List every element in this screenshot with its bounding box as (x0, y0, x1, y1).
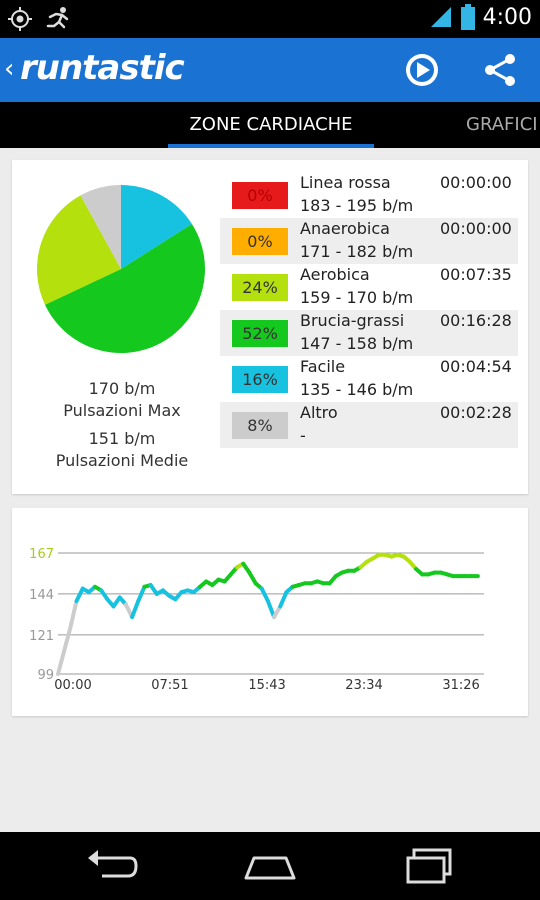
status-bar: 4:00 (0, 0, 540, 38)
tab-selected-indicator (168, 144, 374, 148)
zone-row-facile: 16% Facile 135 - 146 b/m 00:04:54 (220, 356, 518, 402)
tab-strip: ZONE CARDIACHE GRAFICI (0, 102, 540, 148)
zone-percent-chip: 8% (232, 412, 288, 439)
avg-heart-rate-value: 151 b/m (88, 429, 156, 448)
zone-percent-chip: 24% (232, 274, 288, 301)
zone-percent-chip: 16% (232, 366, 288, 393)
zone-percent-chip: 0% (232, 228, 288, 255)
x-tick-label: 15:43 (248, 678, 285, 693)
zones-pie-chart (36, 185, 205, 353)
tab-grafici[interactable]: GRAFICI (466, 114, 538, 135)
zone-percent-chip: 0% (232, 182, 288, 209)
y-tick-label: 167 (29, 547, 54, 562)
zone-time: 00:04:54 (440, 357, 512, 376)
zone-name: Altro (300, 403, 338, 422)
heart-rate-chart-card: 167 144 121 99 00:00 07:51 15:43 23:34 31:26 (12, 508, 528, 716)
heart-rate-segment (130, 599, 141, 620)
zones-card: 170 b/m Pulsazioni Max 151 b/m Pulsazion… (12, 160, 528, 494)
pie-slice-altro (80, 185, 121, 269)
x-tick-label: 00:00 (54, 678, 91, 693)
pie-slice-brucia-grassi (44, 223, 205, 353)
pie-slice-facile (121, 185, 192, 269)
action-bar: ‹ runtastic (0, 38, 540, 102)
heart-rate-segment (247, 570, 258, 586)
zone-name: Aerobica (300, 265, 370, 284)
zone-range: 183 - 195 b/m (300, 196, 414, 215)
zone-time: 00:07:35 (440, 265, 512, 284)
app-logo[interactable]: runtastic (20, 48, 185, 88)
signal-icon (430, 7, 451, 27)
tab-zone-cardiache[interactable]: ZONE CARDIACHE (189, 114, 353, 135)
heart-rate-segment (62, 625, 73, 653)
zone-range: 171 - 182 b/m (300, 242, 414, 261)
avg-heart-rate: 151 b/m Pulsazioni Medie (12, 428, 232, 472)
y-tick-label: 99 (37, 668, 54, 683)
zone-time: 00:00:00 (440, 173, 512, 192)
max-heart-rate: 170 b/m Pulsazioni Max (12, 378, 232, 422)
max-heart-rate-label: Pulsazioni Max (63, 401, 181, 420)
x-tick-label: 23:34 (345, 678, 382, 693)
zone-row-altro: 8% Altro - 00:02:28 (220, 402, 518, 448)
zone-name: Facile (300, 357, 346, 376)
zone-time: 00:16:28 (440, 311, 512, 330)
zone-row-brucia-grassi: 52% Brucia-grassi 147 - 158 b/m 00:16:28 (220, 310, 518, 356)
zone-name: Brucia-grassi (300, 311, 405, 330)
zone-row-aerobica: 24% Aerobica 159 - 170 b/m 00:07:35 (220, 264, 518, 310)
heart-rate-segment (259, 586, 270, 604)
zone-range: 147 - 158 b/m (300, 334, 414, 353)
heart-rate-segment (272, 604, 283, 620)
recent-apps-icon[interactable] (400, 846, 460, 886)
status-time: 4:00 (482, 4, 532, 30)
heart-rate-segment (136, 584, 147, 604)
play-icon[interactable] (402, 50, 442, 90)
navigation-bar (0, 832, 540, 900)
heart-rate-segment (68, 599, 79, 630)
avg-heart-rate-label: Pulsazioni Medie (55, 451, 189, 470)
back-chevron-icon[interactable]: ‹ (4, 54, 15, 84)
x-tick-label: 31:26 (442, 678, 479, 693)
runner-icon (46, 7, 69, 29)
max-heart-rate-value: 170 b/m (88, 379, 156, 398)
zone-row-anaerobica: 0% Anaerobica 171 - 182 b/m 00:00:00 (220, 218, 518, 264)
heart-rate-segment (278, 590, 289, 609)
zone-range: - (300, 426, 306, 445)
x-tick-label: 07:51 (151, 678, 188, 693)
y-tick-label: 144 (29, 588, 54, 603)
back-icon[interactable] (82, 846, 142, 886)
pie-slice-aerobica (36, 195, 121, 305)
zone-name: Anaerobica (300, 219, 390, 238)
heart-rate-segment (74, 586, 85, 604)
heart-rate-segment (56, 648, 67, 676)
zone-range: 159 - 170 b/m (300, 288, 414, 307)
gps-icon (8, 7, 32, 31)
y-tick-label: 121 (29, 629, 54, 644)
battery-icon (460, 4, 475, 30)
zone-name: Linea rossa (300, 173, 391, 192)
zone-time: 00:02:28 (440, 403, 512, 422)
heart-rate-segment (265, 599, 277, 620)
zone-time: 00:00:00 (440, 219, 512, 238)
zone-row-linea-rossa: 0% Linea rossa 183 - 195 b/m 00:00:00 (220, 172, 518, 218)
share-icon[interactable] (480, 50, 520, 90)
home-icon[interactable] (240, 846, 300, 886)
zone-percent-chip: 52% (232, 320, 288, 347)
zone-range: 135 - 146 b/m (300, 380, 414, 399)
